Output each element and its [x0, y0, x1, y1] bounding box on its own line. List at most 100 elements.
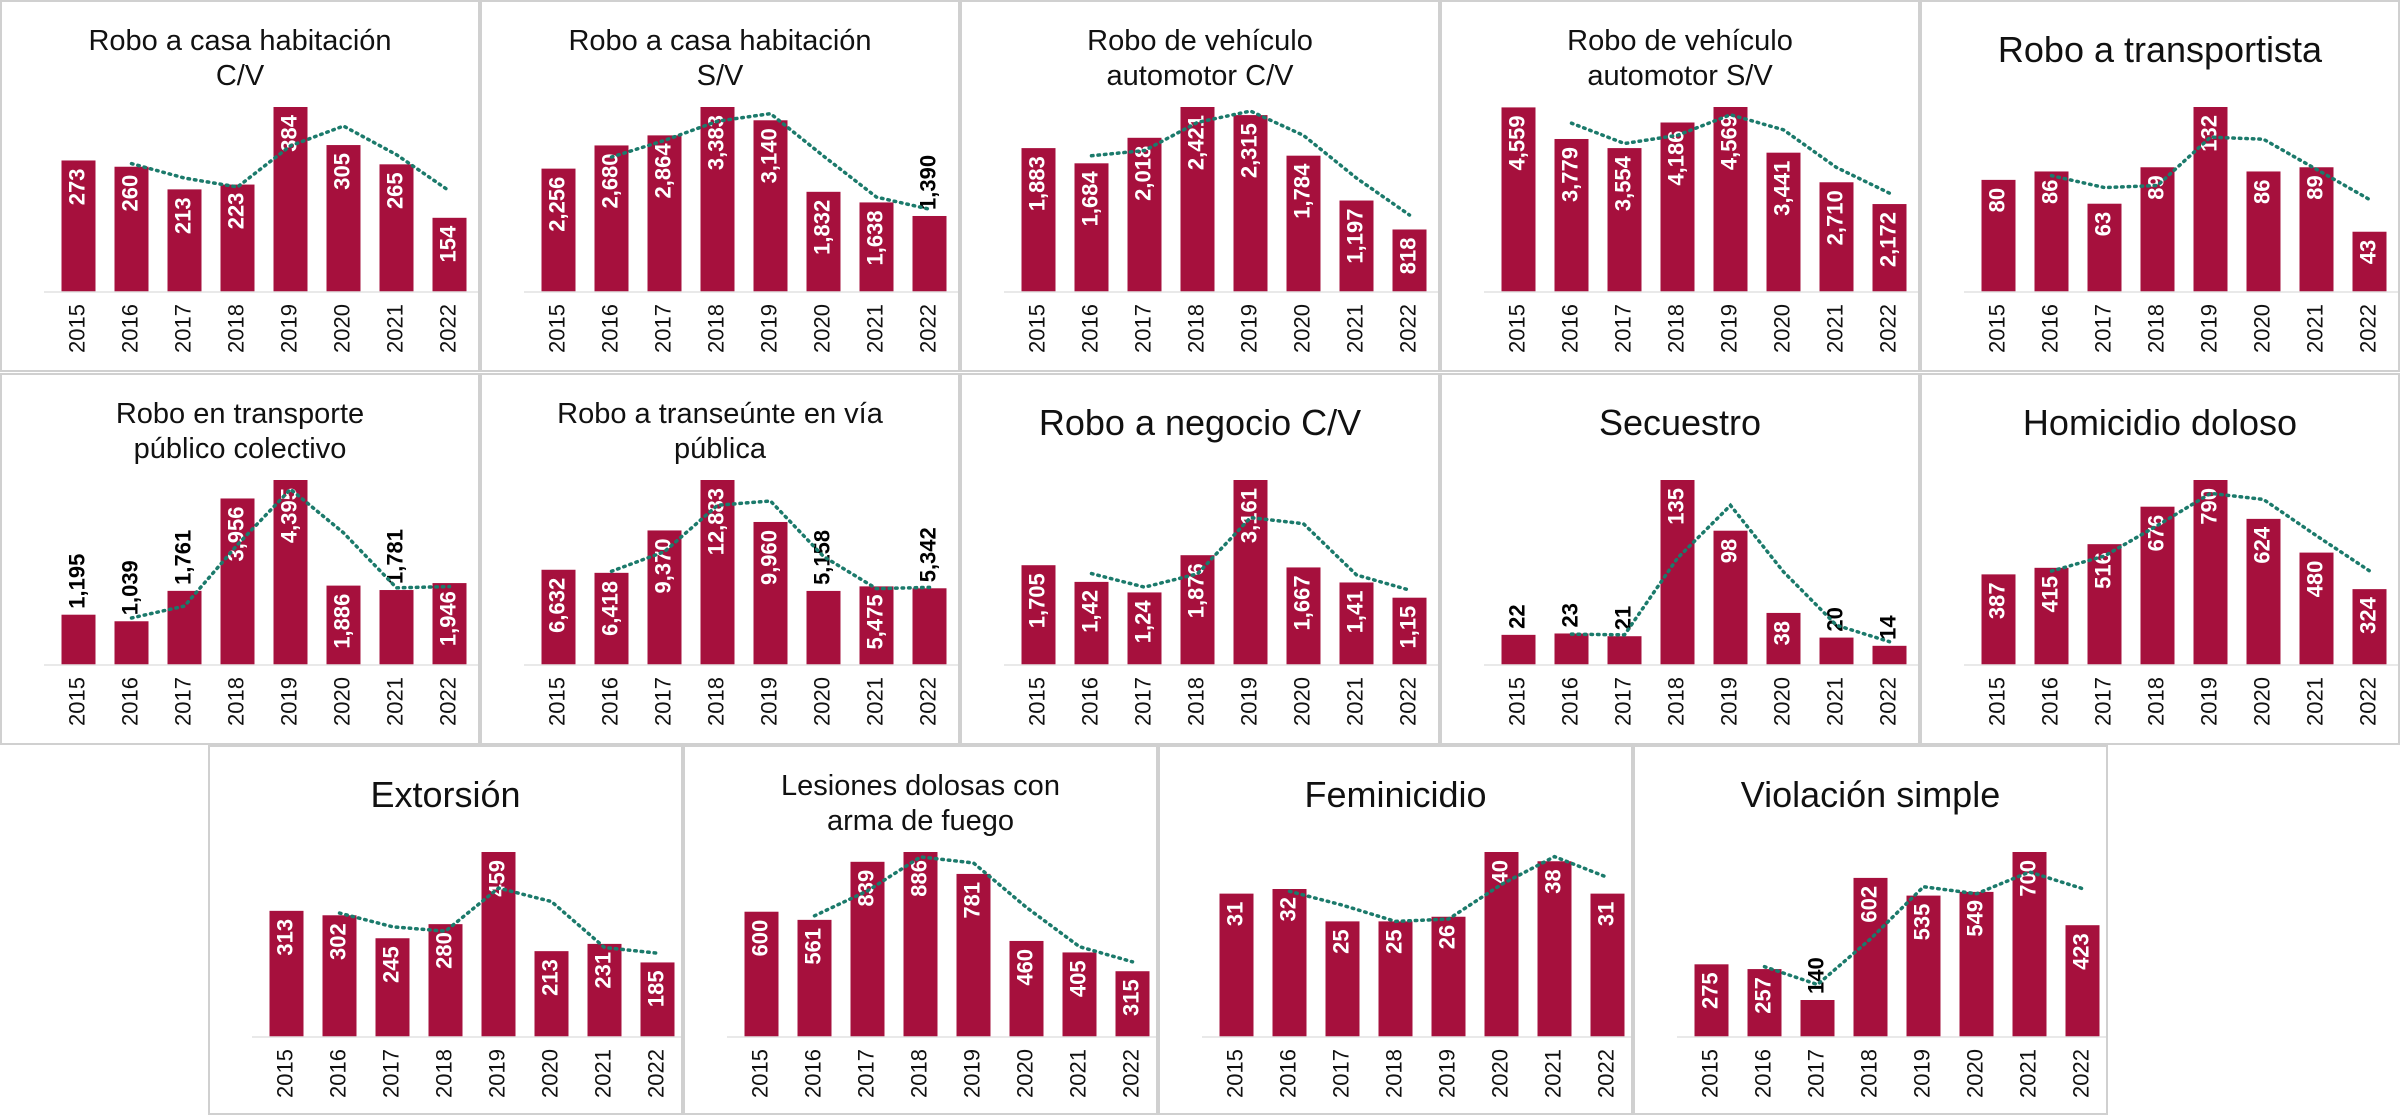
bar: [1392, 229, 1427, 292]
data-label: 140: [1803, 957, 1828, 994]
bar: [753, 521, 788, 665]
bar: [220, 184, 255, 292]
x-tick-label: 2017: [1610, 304, 1635, 353]
data-label: 86: [2037, 179, 2062, 203]
x-tick-label: 2018: [2143, 304, 2168, 353]
x-tick-label: 2016: [2037, 304, 2062, 353]
data-label: 245: [378, 946, 403, 983]
data-label: 405: [1065, 960, 1090, 997]
x-tick-label: 2015: [1024, 304, 1049, 353]
chart-title: Robo a casa habitación S/V: [568, 25, 872, 92]
data-label: 305: [329, 153, 354, 190]
bar: [1074, 163, 1109, 292]
bar: [379, 164, 414, 292]
bar: [1554, 138, 1589, 292]
chart-panel: Secuestro 22 2015 23 2016 21 2017 135 2018 98 2019…: [1440, 373, 1920, 745]
x-tick-label: 2015: [1697, 1049, 1722, 1098]
chart: 275 2015 257 2016 140 2017 602 2018 535 2019 549 20…: [1677, 852, 2106, 1098]
data-label: 223: [223, 193, 248, 230]
chart-title: Violación simple: [1740, 774, 2001, 815]
data-label: 23: [1557, 603, 1582, 627]
x-tick-label: 2016: [1557, 677, 1582, 726]
data-label: 1,390: [915, 155, 940, 210]
x-tick-label: 2020: [1289, 304, 1314, 353]
data-label: 265: [382, 172, 407, 209]
x-tick-label: 2016: [1557, 304, 1582, 353]
data-label: 132: [2196, 115, 2221, 152]
data-label: 3,779: [1557, 147, 1582, 202]
bar: [114, 166, 149, 292]
x-tick-label: 2020: [537, 1049, 562, 1098]
data-label: 624: [2249, 526, 2274, 563]
x-tick-label: 2015: [747, 1049, 772, 1098]
bar: [587, 943, 622, 1037]
x-tick-label: 2022: [1395, 304, 1420, 353]
chart-panel: Robo a transeúnte en vía pública 6,632 201…: [480, 373, 960, 745]
data-label: 213: [537, 959, 562, 996]
trendline: [129, 124, 452, 193]
bar: [273, 107, 308, 292]
bar: [2246, 518, 2281, 665]
data-label: 1,761: [170, 530, 195, 585]
bar: [1607, 636, 1642, 665]
bar: [797, 919, 832, 1037]
chart-title: Extorsión: [370, 774, 521, 815]
chart-panel: Homicidio doloso 387 2015 415 2016 516 2017 676…: [1920, 373, 2400, 745]
x-tick-label: 2018: [1856, 1049, 1881, 1098]
data-label: 1,24: [1130, 600, 1155, 644]
bar: [1607, 148, 1642, 292]
data-label: 2,172: [1875, 212, 1900, 267]
data-label: 535: [1909, 904, 1934, 941]
data-label: 302: [325, 923, 350, 960]
trendline: [609, 499, 932, 591]
x-tick-label: 2015: [64, 677, 89, 726]
x-tick-label: 2022: [1395, 677, 1420, 726]
chart-title: Robo a transportista: [1997, 29, 2323, 70]
bar: [1501, 107, 1536, 292]
bar: [1021, 565, 1056, 665]
x-tick-label: 2015: [544, 304, 569, 353]
x-tick-label: 2021: [382, 304, 407, 353]
x-tick-label: 2015: [1504, 304, 1529, 353]
data-label: 2,315: [1236, 123, 1261, 178]
bar: [1694, 964, 1729, 1037]
data-label: 886: [906, 860, 931, 897]
x-tick-label: 2019: [959, 1049, 984, 1098]
trendline: [2049, 491, 2372, 573]
x-tick-label: 2020: [1487, 1049, 1512, 1098]
data-label: 1,667: [1289, 575, 1314, 630]
x-tick-label: 2021: [1540, 1049, 1565, 1098]
x-tick-label: 2018: [223, 677, 248, 726]
chart: 3132015302201624520172802018459201921320…: [252, 852, 681, 1098]
data-label: 561: [800, 928, 825, 965]
data-label: 213: [170, 197, 195, 234]
bar: [167, 189, 202, 292]
bar: [1853, 877, 1888, 1037]
bar: [1233, 480, 1268, 665]
x-tick-label: 2019: [1909, 1049, 1934, 1098]
x-tick-label: 2022: [643, 1049, 668, 1098]
bar: [1819, 182, 1854, 292]
bar: [647, 135, 682, 292]
bar: [2034, 567, 2069, 665]
x-tick-label: 2022: [435, 677, 460, 726]
x-tick-label: 2022: [915, 677, 940, 726]
data-label: 1,946: [435, 591, 460, 646]
bar: [1392, 597, 1427, 665]
x-tick-label: 2019: [756, 677, 781, 726]
bar: [61, 160, 96, 292]
bar: [167, 590, 202, 665]
data-label: 38: [1540, 869, 1565, 893]
bar: [1660, 480, 1695, 665]
bar: [2352, 231, 2387, 292]
data-label: 1,883: [1024, 156, 1049, 211]
bar: [379, 590, 414, 665]
bar: [1127, 592, 1162, 665]
x-tick-label: 2016: [597, 677, 622, 726]
data-label: 1,039: [117, 560, 142, 615]
x-tick-label: 2022: [1875, 304, 1900, 353]
data-label: 1,41: [1342, 590, 1367, 633]
data-label: 32: [1275, 897, 1300, 921]
data-label: 2,018: [1130, 146, 1155, 201]
x-tick-label: 2016: [2037, 677, 2062, 726]
